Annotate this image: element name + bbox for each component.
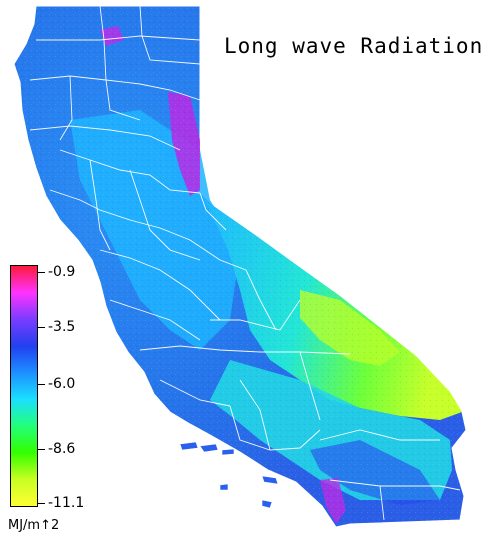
legend-label-1: -3.5 <box>48 319 76 335</box>
legend-tick-4 <box>38 503 45 504</box>
legend-label-0: -0.9 <box>48 264 76 280</box>
county-boundaries <box>29 5 461 521</box>
legend-label-2: -6.0 <box>48 376 76 392</box>
map-title: Long wave Radiation <box>224 34 484 58</box>
map-texture <box>14 6 466 527</box>
legend-tick-2 <box>38 384 45 385</box>
legend-tick-0 <box>38 272 45 273</box>
channel-islands <box>179 441 279 509</box>
legend-label-3: -8.6 <box>48 441 76 457</box>
legend-tick-3 <box>38 449 45 450</box>
legend-label-4: -11.1 <box>48 495 85 511</box>
legend-tick-1 <box>38 327 45 328</box>
legend-units: MJ/m↑2 <box>8 518 60 533</box>
legend-colorbar <box>10 265 38 507</box>
